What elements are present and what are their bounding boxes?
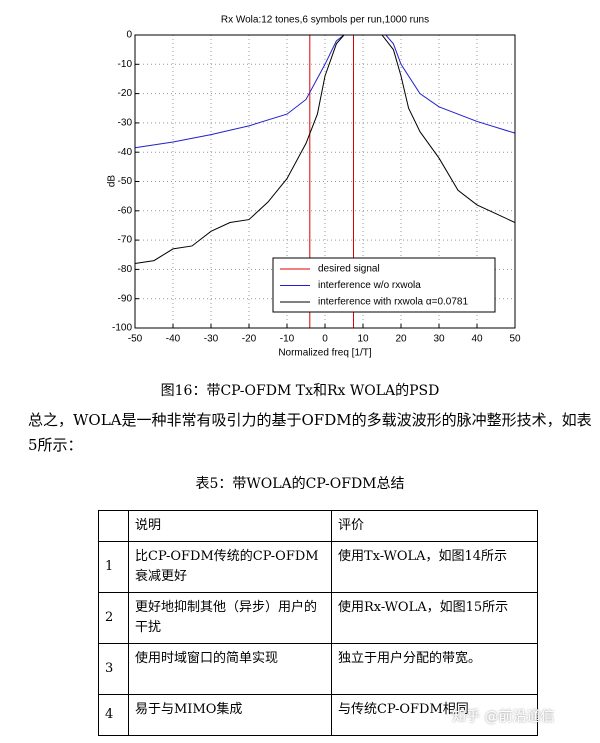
y-tick-label: -80: [118, 264, 133, 275]
y-tick-label: 0: [126, 30, 132, 41]
chart: Rx Wola:12 tones,6 symbols per run,1000 …: [107, 15, 521, 359]
header-cell: 评价: [331, 510, 538, 542]
x-tick-label: -30: [204, 334, 219, 345]
table-cell: 4: [98, 694, 129, 736]
x-tick-label: -20: [242, 334, 257, 345]
table-cell: 更好地抑制其他（异步）用户的干扰: [128, 592, 332, 644]
x-tick-label: 0: [322, 334, 328, 345]
table-cell: 使用Rx-WOLA，如图15所示: [331, 592, 538, 644]
table-row: 3 使用时域窗口的简单实现 独立于用户分配的带宽。: [98, 643, 538, 695]
x-tick-label: -50: [128, 334, 143, 345]
summary-table: 说明 评价 1 比CP-OFDM传统的CP-OFDM衰减更好 使用Tx-WOLA，如…: [98, 510, 538, 736]
table-cell: 使用Tx-WOLA，如图14所示: [331, 541, 538, 593]
chart-title: Rx Wola:12 tones,6 symbols per run,1000 …: [221, 15, 429, 26]
table-cell: 2: [98, 592, 129, 644]
x-tick-label: -10: [280, 334, 295, 345]
paragraph: 总之，WOLA是一种非常有吸引力的基于OFDM的多载波波形的脉冲整形技术，如表5…: [28, 411, 592, 454]
table-cell: 3: [98, 643, 129, 695]
figure-caption: 图16：带CP-OFDM Tx和Rx WOLA的PSD: [160, 383, 440, 399]
y-tick-label: -10: [118, 59, 133, 70]
x-tick-label: 10: [357, 334, 369, 345]
table-cell: 比CP-OFDM传统的CP-OFDM衰减更好: [128, 541, 332, 593]
y-tick-label: -70: [118, 235, 133, 246]
y-tick-label: -90: [118, 293, 133, 304]
y-tick-label: -100: [112, 323, 132, 334]
x-tick-label: 50: [509, 334, 521, 345]
legend-label: desired signal: [318, 264, 380, 275]
table-cell: 与传统CP-OFDM相同: [331, 694, 538, 736]
x-tick-label: 40: [471, 334, 483, 345]
y-tick-label: -50: [118, 176, 133, 187]
y-tick-label: -40: [118, 147, 133, 158]
x-tick-label: 30: [433, 334, 445, 345]
table-row: 4 易于与MIMO集成 与传统CP-OFDM相同: [98, 694, 538, 736]
plot-frame: [134, 34, 516, 329]
table-title: 表5：带WOLA的CP-OFDM总结: [195, 476, 405, 492]
table-cell: 独立于用户分配的带宽。: [331, 643, 538, 695]
table-cell: 使用时域窗口的简单实现: [128, 643, 332, 695]
watermark: 知乎 @前沿通信: [452, 709, 555, 725]
legend-label: interference w/o rxwola: [318, 280, 421, 291]
table-row: 1 比CP-OFDM传统的CP-OFDM衰减更好 使用Tx-WOLA，如图14所示: [98, 541, 538, 593]
series-line: [134, 34, 516, 149]
header-cell: [98, 510, 129, 542]
table-row: 2 更好地抑制其他（异步）用户的干扰 使用Rx-WOLA，如图15所示: [98, 592, 538, 644]
y-tick-label: -60: [118, 205, 133, 216]
y-axis-label: dB: [107, 175, 118, 188]
y-tick-label: -20: [118, 88, 133, 99]
legend-label: interference with rxwola α=0.0781: [318, 297, 468, 308]
series-line: [134, 34, 516, 265]
y-tick-label: -30: [118, 118, 133, 129]
table-cell: 易于与MIMO集成: [128, 694, 332, 736]
x-tick-label: 20: [395, 334, 407, 345]
header-cell: 说明: [128, 510, 332, 542]
table-header: 说明 评价: [98, 510, 538, 542]
x-tick-label: -40: [166, 334, 181, 345]
table-cell: 1: [98, 541, 129, 593]
x-axis-label: Normalized freq [1/T]: [278, 348, 372, 359]
